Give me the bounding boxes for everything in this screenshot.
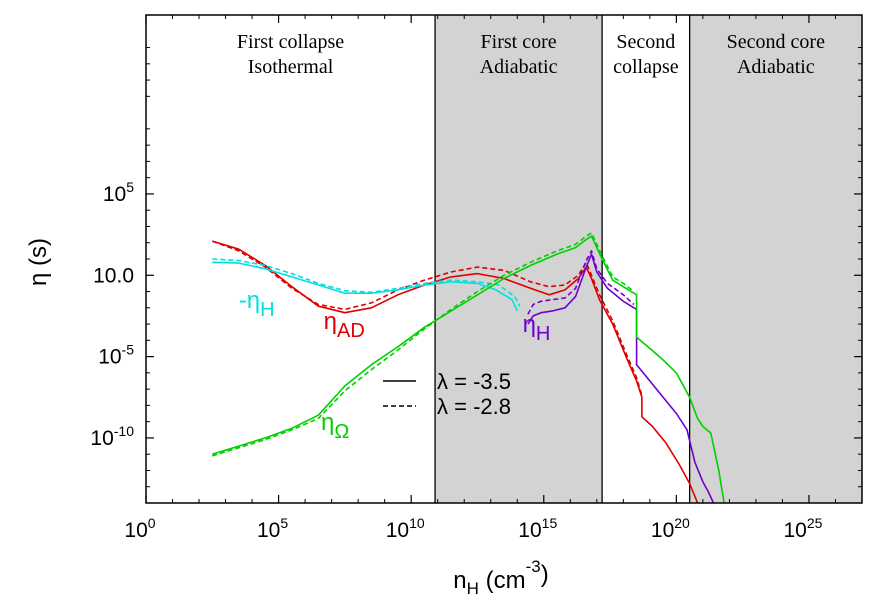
y-axis-title: η (s) bbox=[25, 238, 52, 286]
y-tick-label-2: 10-5 bbox=[98, 342, 134, 369]
curve-label-neg-eta-h: -ηH bbox=[239, 287, 275, 321]
series-eta-omega-lambda-2-8 bbox=[212, 232, 635, 457]
phase-label-1-line2: Adiabatic bbox=[480, 56, 558, 78]
y-tick-label-0: 105 bbox=[103, 179, 134, 206]
phase-label-3-line2: Adiabatic bbox=[737, 56, 815, 78]
phase-backgrounds bbox=[434, 15, 862, 503]
curve-label-eta-h: ηH bbox=[523, 311, 551, 345]
series-eta-h-lambda-2-8 bbox=[527, 250, 635, 315]
phase-region-1 bbox=[435, 15, 603, 503]
x-tick-label-0: 100 bbox=[124, 515, 155, 542]
phase-label-2-line2: collapse bbox=[613, 56, 679, 78]
series-eta-h-lambda-3-5 bbox=[527, 253, 715, 503]
series-eta-ad-lambda-3-5 bbox=[212, 240, 699, 503]
x-tick-label-1: 105 bbox=[257, 515, 288, 542]
curves bbox=[212, 232, 725, 503]
phase-label-3-line1: Second core bbox=[727, 31, 825, 53]
curve-label-eta-ad: ηAD bbox=[324, 308, 365, 342]
legend-label-0: λ = -3.5 bbox=[437, 369, 511, 394]
curve-label-eta-omega: ηΩ bbox=[321, 409, 349, 443]
axis-ticks: 100 105 1010 1015 1020 1025 105 10.0 10-5 10-10 bbox=[90, 15, 862, 542]
y-tick-label-1: 10.0 bbox=[93, 264, 134, 287]
phase-label-0-line2: Isothermal bbox=[248, 56, 334, 78]
series-neg-eta-h-lambda-3-5 bbox=[212, 261, 519, 312]
x-tick-label-5: 1025 bbox=[783, 515, 822, 542]
phase-label-1-line1: First core bbox=[481, 31, 557, 53]
x-tick-label-3: 1015 bbox=[518, 515, 557, 542]
series-eta-omega-lambda-3-5 bbox=[212, 235, 725, 503]
phase-labels: First collapse Isothermal First core Adiaba… bbox=[237, 31, 825, 78]
x-tick-label-4: 1020 bbox=[651, 515, 690, 542]
x-tick-label-2: 1010 bbox=[386, 515, 425, 542]
curve-labels: -ηH ηAD ηH ηΩ bbox=[239, 287, 551, 443]
phase-region-3 bbox=[689, 15, 862, 503]
phase-label-2-line1: Second bbox=[616, 31, 675, 53]
x-axis-title: nH (cm-3) bbox=[453, 557, 548, 598]
legend-label-1: λ = -2.8 bbox=[437, 394, 511, 419]
y-tick-label-3: 10-10 bbox=[90, 423, 134, 450]
phase-label-0-line1: First collapse bbox=[237, 31, 344, 53]
legend: λ = -3.5λ = -2.8 bbox=[383, 369, 511, 419]
series-eta-ad-lambda-2-8 bbox=[212, 240, 643, 396]
